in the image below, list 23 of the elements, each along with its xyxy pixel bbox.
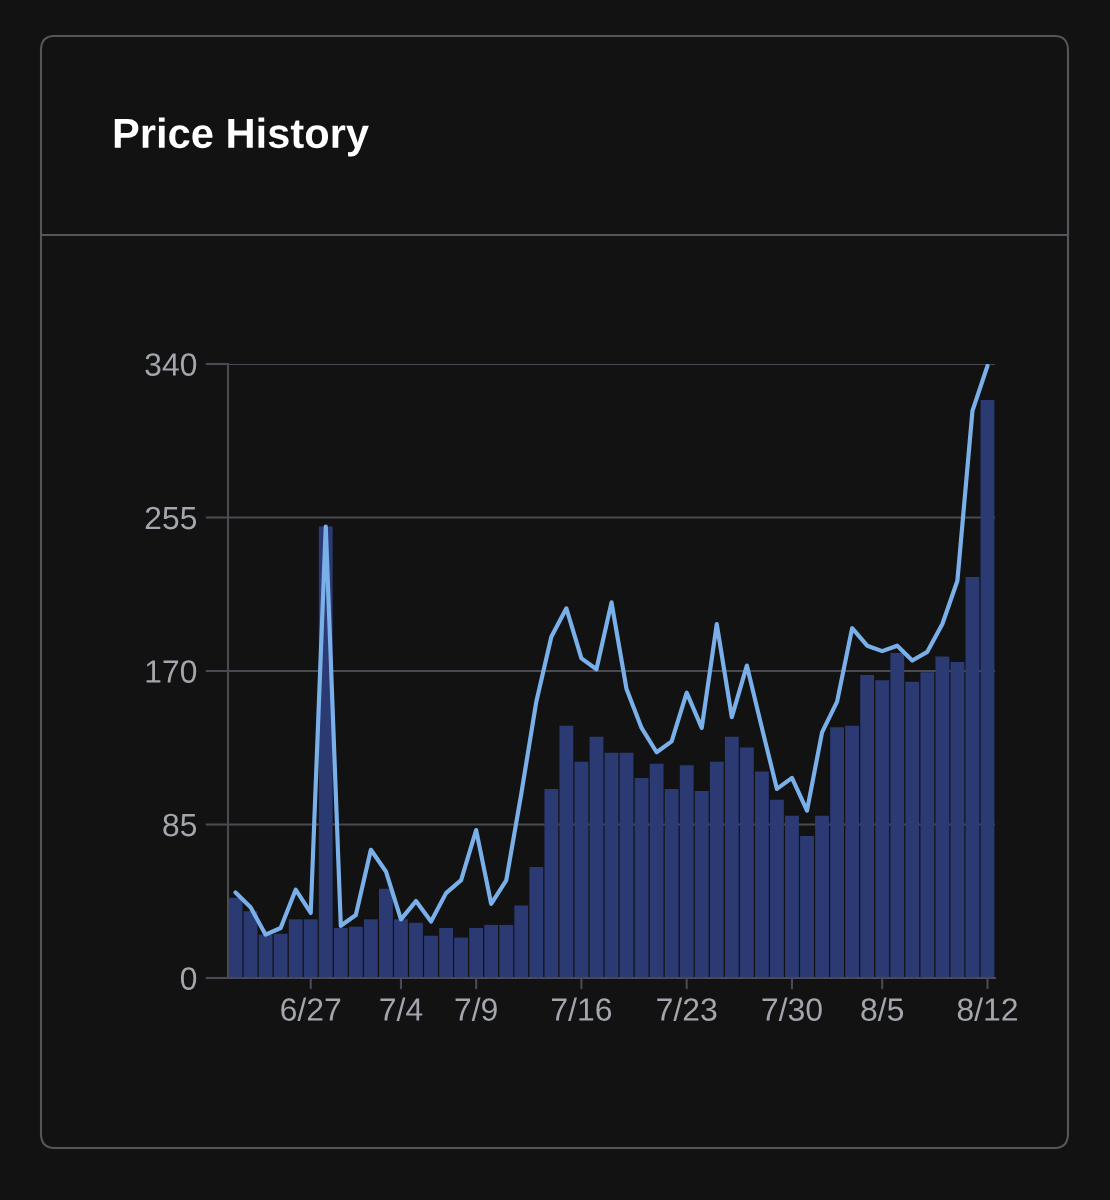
x-tick-label: 7/30 xyxy=(762,997,822,1021)
y-tick-label: 0 xyxy=(180,967,197,990)
y-tick-label: 170 xyxy=(146,660,197,683)
y-tick-label: 85 xyxy=(163,813,197,837)
x-tick-label: 8/12 xyxy=(957,997,1017,1021)
bar xyxy=(604,752,619,978)
x-tick-label: 7/4 xyxy=(380,997,423,1021)
bar xyxy=(619,752,634,978)
line-series xyxy=(233,364,990,937)
x-tick-label: 7/9 xyxy=(455,997,497,1021)
x-tick-label: 7/16 xyxy=(551,997,612,1021)
x-tick-label: 8/5 xyxy=(861,997,904,1021)
y-tick-label: 340 xyxy=(145,353,197,376)
chart-title: Price History xyxy=(114,117,369,157)
bar xyxy=(634,777,649,978)
x-tick-label: 7/23 xyxy=(657,997,717,1021)
bar xyxy=(574,761,589,978)
bar xyxy=(965,577,980,978)
bar xyxy=(228,897,243,978)
bar xyxy=(589,736,604,978)
bar xyxy=(980,400,995,978)
y-tick-label: 255 xyxy=(145,506,197,530)
x-tick-label: 6/27 xyxy=(281,997,341,1021)
